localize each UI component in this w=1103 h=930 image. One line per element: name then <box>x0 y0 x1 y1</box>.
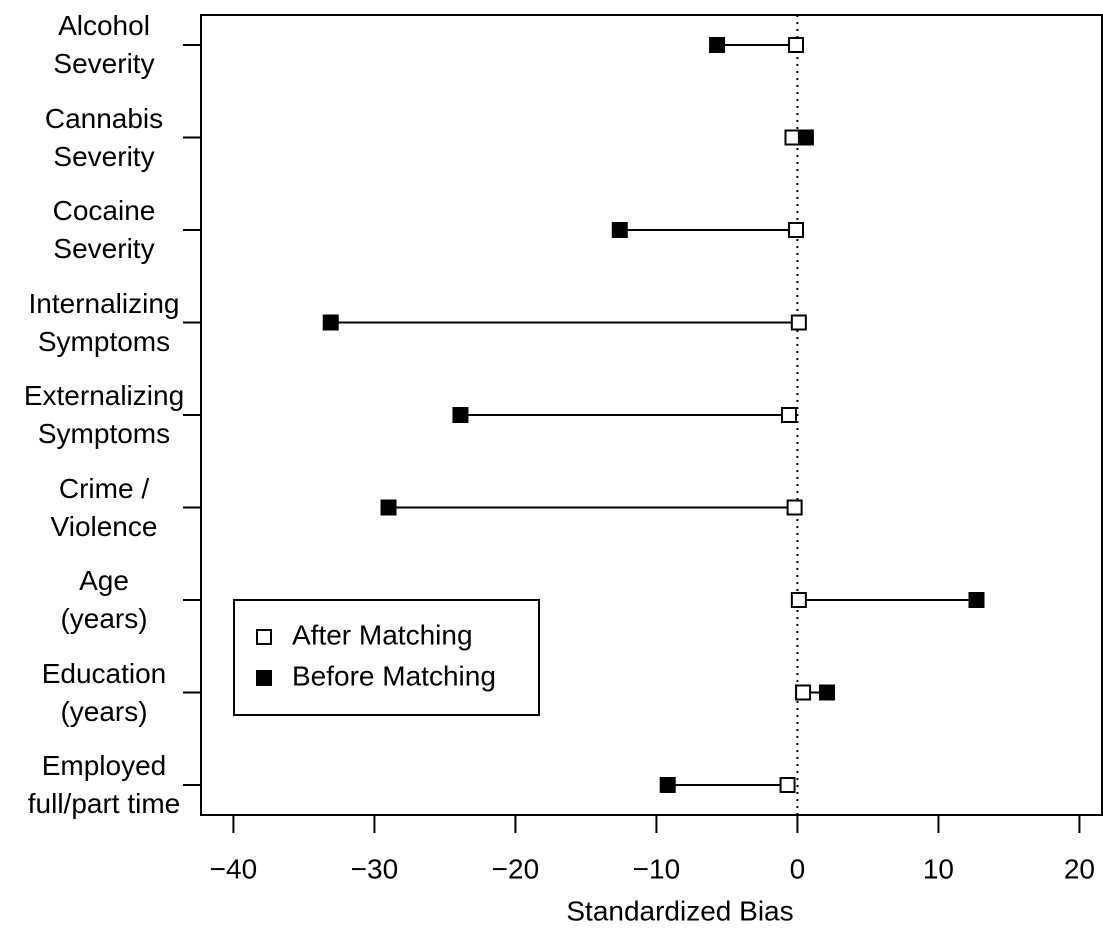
x-axis-title: Standardized Bias <box>566 895 793 926</box>
marker <box>452 407 469 423</box>
legend-marker <box>256 629 272 645</box>
y-tick-label: Externalizing Symptoms <box>23 380 185 449</box>
marker <box>790 314 807 331</box>
marker <box>779 777 796 793</box>
marker <box>788 37 805 53</box>
marker <box>709 37 726 53</box>
x-tick-label: −20 <box>492 853 540 884</box>
marker <box>797 129 814 146</box>
marker <box>322 314 339 331</box>
marker <box>788 222 805 238</box>
legend-label: After Matching <box>292 619 473 650</box>
y-tick-label: Age (years) <box>60 565 148 634</box>
y-tick-label: Alcohol Severity <box>53 10 155 79</box>
marker <box>380 499 397 516</box>
marker <box>790 592 807 608</box>
y-tick-label: Internalizing Symptoms <box>28 287 180 357</box>
marker <box>784 129 801 146</box>
marker <box>611 222 628 238</box>
marker <box>786 499 803 516</box>
legend-box <box>233 599 540 716</box>
y-tick-label: Crime / Violence <box>50 472 158 542</box>
marker <box>780 407 797 423</box>
x-tick-label: −10 <box>633 853 681 884</box>
legend-label: Before Matching <box>292 660 496 691</box>
legend-marker <box>256 670 272 686</box>
y-tick-label: Employed full/part time <box>27 750 181 819</box>
marker <box>819 684 836 701</box>
x-tick-label: 20 <box>1064 853 1095 884</box>
marker <box>659 777 676 793</box>
x-tick-label: 10 <box>923 853 954 884</box>
y-tick-label: Cannabis Severity <box>44 102 164 172</box>
marker <box>968 592 985 608</box>
y-tick-label: Education (years) <box>41 657 167 727</box>
y-tick-label: Cocaine Severity <box>52 195 156 264</box>
x-tick-label: −30 <box>351 853 399 884</box>
x-tick-label: −40 <box>210 853 258 884</box>
x-tick-label: 0 <box>790 853 806 884</box>
marker <box>795 684 812 701</box>
